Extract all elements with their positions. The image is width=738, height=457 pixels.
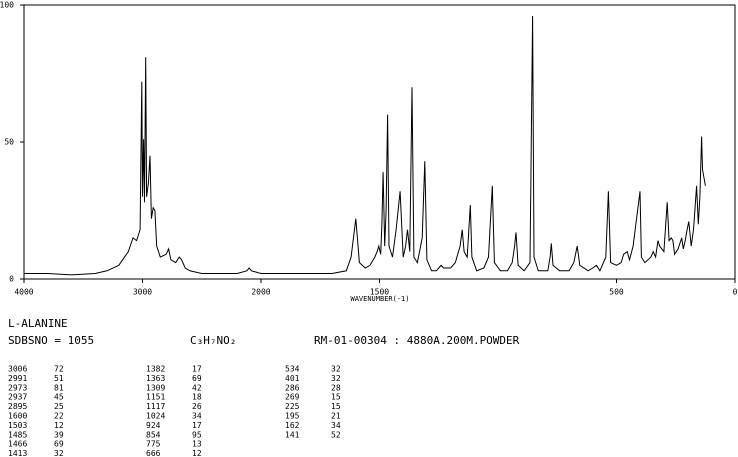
x-tick-label: 2000: [251, 288, 270, 297]
peak-intensity: 18: [192, 393, 202, 402]
peak-wavenumber: 225: [285, 402, 300, 411]
peak-intensity: 51: [54, 374, 64, 383]
peak-wavenumber: 1309: [146, 383, 165, 392]
peak-intensity: 95: [192, 430, 202, 439]
peak-wavenumber: 775: [146, 440, 161, 449]
y-tick-label: 50: [4, 138, 14, 147]
peak-wavenumber: 286: [285, 383, 300, 392]
peak-intensity: 34: [192, 412, 202, 421]
peak-wavenumber: 1363: [146, 374, 165, 383]
y-tick-label: 0: [9, 275, 14, 284]
peak-intensity: 34: [331, 421, 341, 430]
peak-intensity: 72: [54, 365, 64, 374]
peak-intensity: 32: [331, 365, 341, 374]
peak-intensity: 69: [54, 440, 64, 449]
peak-wavenumber: 1600: [8, 412, 27, 421]
peak-intensity: 28: [331, 383, 341, 392]
sdbs-number: SDBSNO = 1055: [8, 334, 94, 347]
spectrum-line: [24, 15, 706, 276]
y-tick-label: 100: [0, 1, 14, 10]
peak-intensity: 21: [331, 412, 341, 421]
measurement: RM-01-00304 : 4880A.200M.POWDER: [314, 334, 520, 347]
peak-intensity: 69: [192, 374, 202, 383]
peak-wavenumber: 162: [285, 421, 300, 430]
peak-intensity: 12: [54, 421, 64, 430]
peak-intensity: 13: [192, 440, 202, 449]
peak-wavenumber: 1413: [8, 449, 27, 457]
peak-wavenumber: 1466: [8, 440, 27, 449]
x-axis-label: WAVENUMBER(-1): [350, 295, 409, 303]
peak-wavenumber: 2973: [8, 383, 27, 392]
plot-frame: [23, 4, 736, 280]
peak-intensity: 32: [331, 374, 341, 383]
peak-wavenumber: 1382: [146, 365, 165, 374]
peak-intensity: 52: [331, 430, 341, 439]
peak-wavenumber: 1503: [8, 421, 27, 430]
peak-intensity: 26: [192, 402, 202, 411]
peak-intensity: 25: [54, 402, 64, 411]
peak-intensity: 81: [54, 383, 64, 392]
peak-intensity: 32: [54, 449, 64, 457]
x-tick-label: 3000: [133, 288, 152, 297]
peak-wavenumber: 534: [285, 365, 300, 374]
peak-wavenumber: 2937: [8, 393, 27, 402]
x-tick-label: 0: [733, 288, 738, 297]
peak-wavenumber: 2991: [8, 374, 27, 383]
peak-intensity: 22: [54, 412, 64, 421]
peak-intensity: 17: [192, 421, 202, 430]
formula: C₃H₇NO₂: [190, 334, 236, 347]
peak-wavenumber: 195: [285, 412, 300, 421]
peak-intensity: 15: [331, 393, 341, 402]
peak-wavenumber: 666: [146, 449, 161, 457]
peak-wavenumber: 3006: [8, 365, 27, 374]
peak-wavenumber: 1485: [8, 430, 27, 439]
peak-wavenumber: 269: [285, 393, 300, 402]
peak-intensity: 17: [192, 365, 202, 374]
peak-wavenumber: 401: [285, 374, 300, 383]
x-tick-label: 1500: [370, 288, 389, 297]
peak-wavenumber: 2895: [8, 402, 27, 411]
peak-intensity: 42: [192, 383, 202, 392]
peak-intensity: 45: [54, 393, 64, 402]
compound-name: L-ALANINE: [8, 317, 68, 330]
x-tick-label: 4000: [14, 288, 33, 297]
x-tick-label: 500: [609, 288, 624, 297]
peak-wavenumber: 924: [146, 421, 161, 430]
peak-intensity: 15: [331, 402, 341, 411]
peak-wavenumber: 854: [146, 430, 161, 439]
peak-wavenumber: 1024: [146, 412, 165, 421]
peak-wavenumber: 1117: [146, 402, 165, 411]
peak-wavenumber: 141: [285, 430, 300, 439]
peak-intensity: 39: [54, 430, 64, 439]
peak-wavenumber: 1151: [146, 393, 165, 402]
peak-intensity: 12: [192, 449, 202, 457]
